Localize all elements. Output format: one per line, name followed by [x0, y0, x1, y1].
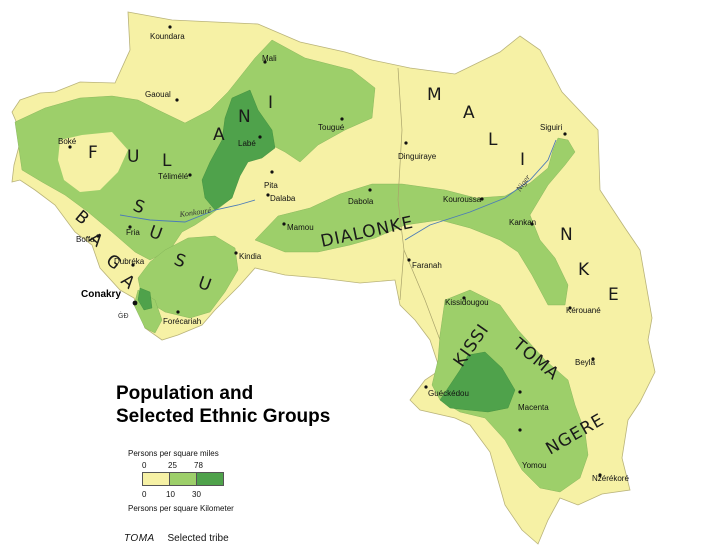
- city-dot: [530, 222, 534, 226]
- city-dot: [258, 135, 262, 139]
- legend-km-tick-2: 30: [192, 490, 201, 499]
- city-label: Labé: [238, 139, 256, 148]
- city-dot: [168, 25, 172, 29]
- city-dot: [424, 385, 428, 389]
- city-label: Tougué: [318, 123, 345, 132]
- city-label: Koundara: [150, 32, 185, 41]
- tribe-key-sample: TOMA: [124, 533, 155, 544]
- tribe-label-fulani: F: [88, 143, 99, 163]
- tribe-label-malinke: M: [427, 85, 443, 105]
- tribe-label-fulani: I: [268, 93, 274, 113]
- river-konkoure: [119, 199, 256, 223]
- city-label: Télimélé: [158, 172, 189, 181]
- city-label: Faranah: [412, 261, 442, 270]
- city-label: Yomou: [522, 461, 547, 470]
- city-label: Kissidougou: [445, 298, 489, 307]
- city-dot: [96, 234, 100, 238]
- city-markers: Koundara Mali Gaoual Labé Tougué Siguiri Boké T…: [58, 25, 629, 483]
- city-label: Kindia: [239, 252, 262, 261]
- tribe-label-malinke: L: [488, 130, 498, 150]
- map-title-line-1: Population and: [116, 383, 254, 404]
- legend-swatch-low: [142, 472, 170, 486]
- city-dot: [404, 141, 408, 145]
- city-dot: [266, 193, 270, 197]
- tribe-label-malinke: K: [578, 260, 590, 280]
- city-dot: [188, 173, 192, 177]
- city-label: Boké: [58, 137, 77, 146]
- city-dot: [340, 117, 344, 121]
- city-dot: [518, 428, 522, 432]
- high-density-regions: [137, 89, 516, 413]
- city-dot: [270, 170, 274, 174]
- legend-mile-tick-1: 25: [168, 461, 177, 470]
- city-label: Guéckédou: [428, 389, 469, 398]
- legend-mile-tick-0: 0: [142, 461, 147, 470]
- city-dot: [175, 98, 179, 102]
- map-title-line-2: Selected Ethnic Groups: [116, 406, 331, 427]
- internal-boundaries: [397, 67, 441, 341]
- legend-swatch-medium: [169, 472, 197, 486]
- map-title: Population and Selected Ethnic Groups: [116, 382, 330, 428]
- city-label: Dalaba: [270, 194, 296, 203]
- legend-km-tick-0: 0: [142, 490, 147, 499]
- city-dot: [68, 145, 72, 149]
- city-dot: [480, 197, 484, 201]
- tribe-label-fulani: U: [127, 147, 140, 167]
- city-dot: [462, 296, 466, 300]
- tribe-label-malinke: N: [560, 225, 574, 245]
- tribe-label-fulani: A: [213, 125, 226, 145]
- city-label: Mamou: [287, 223, 314, 232]
- city-dot: [591, 357, 595, 361]
- tribe-label-susu: U: [146, 222, 165, 245]
- legend-swatch-high: [196, 472, 224, 486]
- city-dot: [128, 225, 132, 229]
- city-label: Forécariah: [163, 317, 201, 326]
- city-dot: [282, 222, 286, 226]
- city-label: Kérouané: [566, 306, 601, 315]
- city-label: Dabola: [348, 197, 374, 206]
- city-label: Siguiri: [540, 123, 562, 132]
- city-label: Beyla: [575, 358, 596, 367]
- city-dot: [568, 306, 572, 310]
- city-dot: [131, 263, 135, 267]
- city-dot: [563, 132, 567, 136]
- ocean-mark: ĠĐ: [118, 311, 129, 320]
- city-label: Dubréka: [114, 257, 145, 266]
- tribe-label-fulani: L: [162, 151, 172, 171]
- legend-km-tick-1: 10: [166, 490, 175, 499]
- capital-dot: [132, 300, 138, 306]
- river-niger: [404, 139, 557, 241]
- tribe-key-text: Selected tribe: [167, 533, 229, 544]
- city-label: Macenta: [518, 403, 549, 412]
- city-label: Mali: [262, 54, 277, 63]
- city-label: Kouroussa: [443, 195, 482, 204]
- tribe-label-fulani: N: [238, 107, 252, 127]
- rivers: [119, 139, 557, 241]
- tribe-key: TOMA Selected tribe: [124, 533, 229, 544]
- legend-mile-tick-2: 78: [194, 461, 203, 470]
- capital-label: Conakry: [81, 289, 121, 300]
- city-dot: [598, 473, 602, 477]
- city-label: Kankan: [509, 218, 536, 227]
- city-label: Dinguiraye: [398, 152, 437, 161]
- legend-per-sq-mile-label: Persons per square miles: [128, 449, 219, 458]
- city-label: Pita: [264, 181, 278, 190]
- city-label: Fria: [126, 228, 140, 237]
- city-label: Gaoual: [145, 90, 171, 99]
- city-label: Nzérékoré: [592, 474, 629, 483]
- tribe-label-malinke: A: [463, 103, 476, 123]
- tribe-label-susu: U: [195, 273, 214, 296]
- tribe-label-malinke: E: [608, 285, 620, 305]
- city-dot: [176, 310, 180, 314]
- city-dot: [368, 188, 372, 192]
- legend-per-sq-km-label: Persons per square Kilometer: [128, 504, 234, 513]
- city-dot: [518, 390, 522, 394]
- city-dot: [234, 251, 238, 255]
- city-dot: [407, 258, 411, 262]
- tribe-label-malinke: I: [520, 150, 526, 170]
- city-label: Boffa: [76, 235, 95, 244]
- city-dot: [263, 60, 267, 64]
